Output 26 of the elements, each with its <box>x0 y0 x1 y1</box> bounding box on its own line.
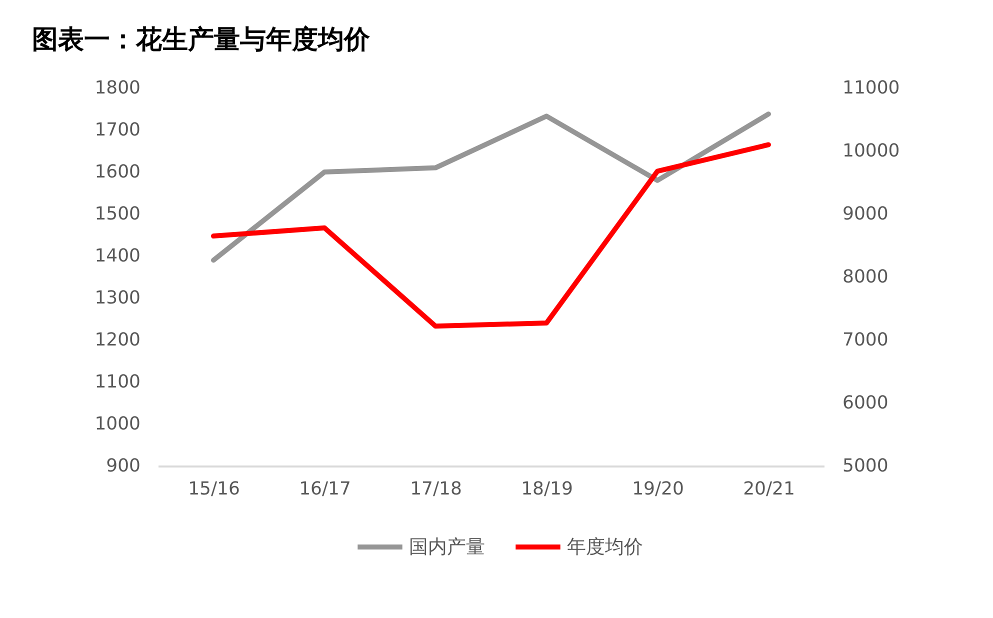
y2-tick-label: 7000 <box>842 330 888 350</box>
x-tick-label: 15/16 <box>188 478 240 500</box>
y-tick-label: 900 <box>106 456 140 476</box>
y-tick-label: 1800 <box>94 78 140 98</box>
y2-tick-label: 8000 <box>842 266 888 288</box>
y-tick-label: 1500 <box>94 204 140 224</box>
legend-label: 国内产量 <box>409 536 485 558</box>
y2-tick-label: 9000 <box>842 204 888 224</box>
y-tick-label: 1100 <box>94 372 140 392</box>
y2-tick-label: 10000 <box>842 140 900 162</box>
x-tick-label: 18/19 <box>521 478 573 500</box>
y-tick-label: 1400 <box>94 246 140 266</box>
y-tick-label: 1300 <box>94 288 140 308</box>
y2-tick-label: 5000 <box>842 456 888 476</box>
x-tick-label: 17/18 <box>410 478 462 500</box>
y-tick-label: 1600 <box>94 162 140 182</box>
y2-tick-label: 6000 <box>842 392 888 414</box>
x-tick-label: 19/20 <box>632 478 684 500</box>
y-tick-label: 1000 <box>94 414 140 434</box>
y-tick-label: 1200 <box>94 330 140 350</box>
legend-label: 年度均价 <box>567 536 643 558</box>
chart-title: 图表一：花生产量与年度均价 <box>32 25 371 55</box>
x-tick-label: 16/17 <box>299 478 351 500</box>
x-tick-label: 20/21 <box>743 478 795 500</box>
y-tick-label: 1700 <box>94 120 140 140</box>
y2-tick-label: 11000 <box>842 78 900 98</box>
